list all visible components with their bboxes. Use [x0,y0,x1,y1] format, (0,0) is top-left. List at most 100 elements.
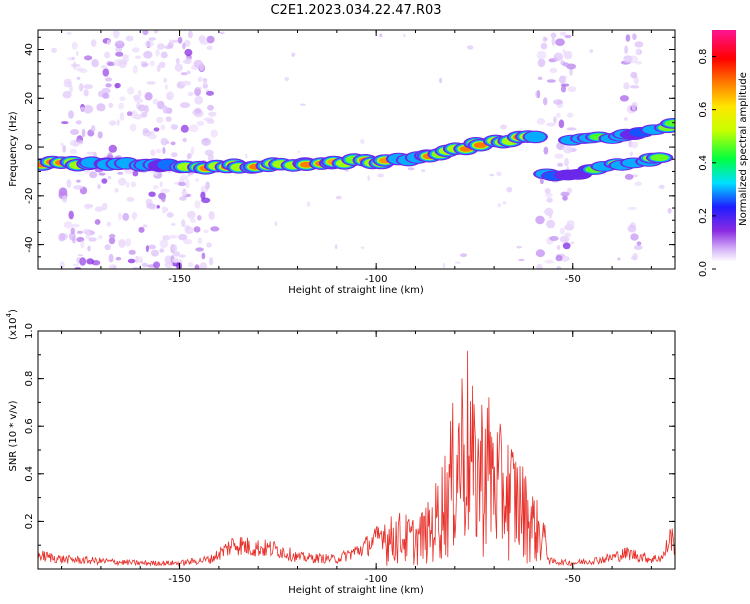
noise-speckle [564,157,569,167]
noise-speckle [149,60,155,67]
noise-speckle [138,104,146,112]
noise-speckle [168,234,178,239]
noise-speckle [118,177,127,186]
noise-speckle [546,122,556,127]
noise-speckle [157,100,165,110]
noise-speckle [71,41,78,50]
noise-speckle [132,64,138,74]
noise-speckle [195,247,204,252]
noise-speckle [201,252,206,260]
snr-y-label: SNR (10 * v/v) [8,400,19,471]
main-track-blob [524,131,546,143]
noise-speckle [79,257,87,266]
x-tick-label: -50 [565,274,581,285]
noise-speckle [566,166,570,171]
noise-speckle [208,111,217,117]
noise-speckle [131,47,140,53]
noise-speckle [205,181,210,190]
noise-speckle [566,127,577,131]
noise-speckle [184,48,193,57]
noise-speckle [197,215,202,221]
noise-speckle [76,50,79,57]
noise-speckle [629,85,640,89]
noise-speckle [197,76,203,83]
noise-speckle [537,76,543,81]
noise-speckle [624,117,628,121]
noise-speckle [162,235,171,241]
noise-speckle [127,86,135,95]
snr-panel: -150 -100 -50 0.2 0.4 0.6 0.8 1.0 Height of str… [5,309,676,596]
noise-speckle [164,84,168,90]
noise-speckle [335,195,342,200]
noise-speckle [101,178,108,184]
noise-speckle [77,254,84,257]
noise-speckle [131,212,138,219]
snr-y-tick-label: 0.6 [24,418,35,434]
noise-speckle [181,191,188,196]
noise-speckle [557,162,564,167]
noise-speckle [624,45,628,54]
noise-speckle [559,227,565,235]
snr-y-tick-label: 0.8 [24,371,35,387]
snr-ticks: -150 -100 -50 0.2 0.4 0.6 0.8 1.0 [24,323,675,585]
noise-speckle [194,87,202,97]
noise-speckle [209,257,214,266]
noise-speckle [181,80,192,86]
noise-speckle [171,152,178,158]
noise-speckle [185,179,190,189]
noise-speckle [108,253,114,263]
y-tick-label: 20 [24,92,35,105]
noise-speckle [630,233,639,241]
noise-speckle [173,39,179,43]
noise-speckle [112,30,120,39]
noise-speckle [187,173,191,177]
noise-speckle [62,145,66,153]
noise-speckle [160,137,169,146]
noise-speckle [194,200,201,209]
noise-speckle [68,81,73,87]
noise-speckle [138,226,145,233]
noise-speckle [108,144,118,153]
snr-x-tick-label: -150 [168,574,191,585]
snr-y-tick-label: 0.2 [24,513,35,529]
noise-speckle [377,173,384,178]
noise-speckle [636,241,642,246]
noise-speckle [73,263,79,267]
noise-speckle [66,31,72,35]
noise-speckle [128,249,136,255]
noise-speckle [105,77,113,82]
noise-speckle [145,245,149,253]
colorbar-label: Normalized spectral amplitude [738,72,749,226]
noise-speckle [119,96,126,101]
noise-speckle [83,104,94,114]
noise-speckle [553,116,557,124]
noise-speckle [76,230,83,234]
noise-speckle [566,51,572,57]
noise-speckle [161,196,166,203]
noise-speckle [126,111,133,117]
noise-speckle [178,233,188,241]
noise-speckle [516,245,522,249]
spectrogram-ticks: -150 -100 -50 -40 -20 0 20 40 [24,30,675,285]
noise-speckle [109,233,116,239]
noise-speckle [101,202,108,211]
noise-speckle [137,256,144,262]
noise-speckle [116,40,123,45]
noise-speckle [163,77,168,83]
spectrogram-panel: -150 -100 -50 -40 -20 0 20 40 Height of straigh… [8,29,676,296]
noise-speckle [182,42,186,50]
noise-speckle [454,261,461,264]
noise-speckle [68,85,73,93]
noise-speckle [68,110,74,119]
noise-speckle [144,105,149,114]
noise-speckle [199,262,208,269]
noise-speckle [70,63,81,68]
noise-speckle [132,170,139,177]
noise-speckle [207,104,214,111]
noise-speckle [97,184,101,190]
noise-speckle [629,151,634,157]
noise-speckle [658,184,665,189]
noise-speckle [108,120,117,126]
noise-speckle [69,148,77,155]
noise-speckle [126,181,130,188]
